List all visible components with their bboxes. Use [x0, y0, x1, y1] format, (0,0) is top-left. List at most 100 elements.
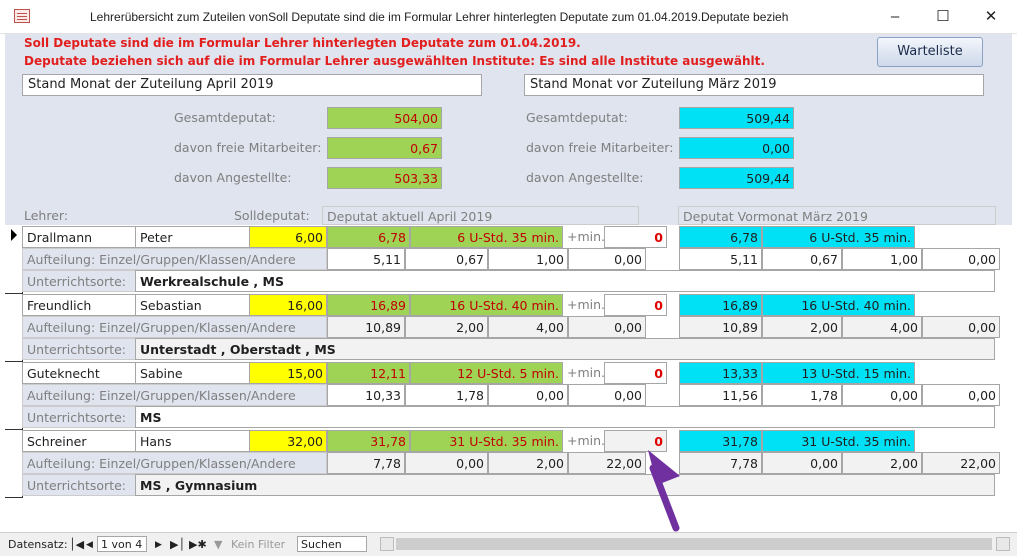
prev-deputat-ist-field[interactable]: 6,78: [679, 226, 762, 248]
prev-aufteilung-value-field[interactable]: 5,11: [679, 248, 762, 270]
deputat-ustd-field[interactable]: 12 U-Std. 5 min.: [410, 362, 563, 384]
deputat-ustd-field[interactable]: 6 U-Std. 35 min.: [410, 226, 563, 248]
freie-mitarbeiter-current-field[interactable]: 0,67: [327, 137, 442, 159]
prev-aufteilung-value-field[interactable]: 2,00: [842, 452, 922, 474]
deputat-ist-field[interactable]: 6,78: [327, 226, 410, 248]
aufteilung-value-field[interactable]: 2,00: [488, 452, 568, 474]
solldeputat-field[interactable]: 32,00: [249, 430, 327, 452]
prev-aufteilung-value-field[interactable]: 22,00: [922, 452, 1000, 474]
gesamtdeputat-previous-field[interactable]: 509,44: [679, 107, 794, 129]
unterrichtsorte-field[interactable]: Werkrealschule , MS: [135, 270, 995, 292]
prev-deputat-ist-field[interactable]: 31,78: [679, 430, 762, 452]
nachname-field[interactable]: Freundlich: [22, 294, 136, 316]
vorname-field[interactable]: Sabine: [135, 362, 250, 384]
deputat-aktuell-column-label: Deputat aktuell April 2019: [322, 206, 639, 225]
horizontal-scrollbar[interactable]: [380, 537, 1010, 551]
prev-deputat-ustd-field[interactable]: 31 U-Std. 35 min.: [762, 430, 915, 452]
stand-previous-field[interactable]: Stand Monat vor Zuteilung März 2019: [524, 74, 984, 96]
prev-aufteilung-value-field[interactable]: 2,00: [762, 316, 842, 338]
solldeputat-field[interactable]: 6,00: [249, 226, 327, 248]
solldeputat-field[interactable]: 16,00: [249, 294, 327, 316]
nachname-field[interactable]: Schreiner: [22, 430, 136, 452]
prev-aufteilung-value-field[interactable]: 10,89: [679, 316, 762, 338]
vorname-field[interactable]: Sebastian: [135, 294, 250, 316]
prev-aufteilung-value-field[interactable]: 11,56: [679, 384, 762, 406]
new-record-icon[interactable]: ▶✱: [189, 538, 207, 551]
aufteilung-value-field[interactable]: 22,00: [568, 452, 646, 474]
aufteilung-value-field[interactable]: 0,00: [568, 316, 646, 338]
unterrichtsorte-field[interactable]: MS: [135, 406, 995, 428]
last-record-icon[interactable]: ▶│: [170, 538, 186, 551]
aufteilung-value-field[interactable]: 5,11: [327, 248, 405, 270]
plus-min-field[interactable]: 0: [604, 294, 667, 316]
prev-aufteilung-value-field[interactable]: 0,00: [762, 452, 842, 474]
prev-deputat-ustd-field[interactable]: 16 U-Std. 40 min.: [762, 294, 915, 316]
record-selector[interactable]: [5, 226, 23, 294]
prev-aufteilung-value-field[interactable]: 1,78: [762, 384, 842, 406]
aufteilung-value-field[interactable]: 0,00: [488, 384, 568, 406]
deputat-ustd-field[interactable]: 16 U-Std. 40 min.: [410, 294, 563, 316]
vorname-field[interactable]: Hans: [135, 430, 250, 452]
solldeputat-field[interactable]: 15,00: [249, 362, 327, 384]
deputat-ist-field[interactable]: 12,11: [327, 362, 410, 384]
maximize-icon[interactable]: ☐: [936, 8, 950, 25]
aufteilung-value-field[interactable]: 2,00: [405, 316, 488, 338]
record-selector[interactable]: [5, 294, 23, 362]
record-selector[interactable]: [5, 362, 23, 430]
record-selector[interactable]: [5, 430, 23, 498]
scroll-thumb[interactable]: [396, 538, 992, 550]
freie-mitarbeiter-previous-field[interactable]: 0,00: [679, 137, 794, 159]
angestellte-current-field[interactable]: 503,33: [327, 167, 442, 189]
aufteilung-value-field[interactable]: 1,00: [488, 248, 568, 270]
filter-icon[interactable]: ▼: [214, 538, 223, 551]
stand-current-field[interactable]: Stand Monat der Zuteilung April 2019: [22, 74, 482, 96]
aufteilung-value-field[interactable]: 10,89: [327, 316, 405, 338]
search-input[interactable]: Suchen: [297, 536, 367, 552]
vorname-field[interactable]: Peter: [135, 226, 250, 248]
aufteilung-value-field[interactable]: 7,78: [327, 452, 405, 474]
deputat-ist-field[interactable]: 16,89: [327, 294, 410, 316]
aufteilung-value-field[interactable]: 0,00: [568, 248, 646, 270]
aufteilung-value-field[interactable]: 10,33: [327, 384, 405, 406]
unterrichtsorte-label: Unterrichtsorte:: [22, 338, 136, 360]
scroll-right-icon[interactable]: [996, 537, 1010, 551]
prev-deputat-ustd-field[interactable]: 13 U-Std. 15 min.: [762, 362, 915, 384]
prev-aufteilung-value-field[interactable]: 0,00: [922, 384, 1000, 406]
close-icon[interactable]: ✕: [984, 8, 998, 25]
prev-aufteilung-value-field[interactable]: 0,00: [842, 384, 922, 406]
prev-aufteilung-value-field[interactable]: 1,00: [842, 248, 922, 270]
previous-record-icon[interactable]: ◀: [86, 540, 93, 550]
plus-min-field[interactable]: 0: [604, 430, 667, 452]
unterrichtsorte-field[interactable]: Unterstadt , Oberstadt , MS: [135, 338, 995, 360]
prev-aufteilung-value-field[interactable]: 0,00: [922, 248, 1000, 270]
prev-deputat-ist-field[interactable]: 13,33: [679, 362, 762, 384]
teacher-record: Guteknecht Sabine 15,00 12,11 12 U-Std. 5 mi…: [0, 362, 1017, 430]
minimize-icon[interactable]: –: [890, 8, 900, 25]
prev-aufteilung-value-field[interactable]: 0,67: [762, 248, 842, 270]
prev-aufteilung-value-field[interactable]: 4,00: [842, 316, 922, 338]
warteliste-button[interactable]: Warteliste: [877, 37, 983, 67]
aufteilung-value-field[interactable]: 0,00: [405, 452, 488, 474]
next-record-icon[interactable]: ▶: [155, 540, 162, 550]
nachname-field[interactable]: Drallmann: [22, 226, 136, 248]
scroll-left-icon[interactable]: [380, 537, 394, 551]
first-record-icon[interactable]: │◀: [69, 538, 85, 551]
plus-min-field[interactable]: 0: [604, 226, 667, 248]
aufteilung-value-field[interactable]: 1,78: [405, 384, 488, 406]
filter-status-label[interactable]: Kein Filter: [231, 538, 286, 551]
prev-aufteilung-value-field[interactable]: 7,78: [679, 452, 762, 474]
record-position-field[interactable]: 1 von 4: [97, 536, 147, 552]
aufteilung-value-field[interactable]: 0,67: [405, 248, 488, 270]
prev-deputat-ist-field[interactable]: 16,89: [679, 294, 762, 316]
unterrichtsorte-field[interactable]: MS , Gymnasium: [135, 474, 995, 496]
gesamtdeputat-current-field[interactable]: 504,00: [327, 107, 442, 129]
deputat-ist-field[interactable]: 31,78: [327, 430, 410, 452]
aufteilung-value-field[interactable]: 4,00: [488, 316, 568, 338]
prev-aufteilung-value-field[interactable]: 0,00: [922, 316, 1000, 338]
angestellte-previous-field[interactable]: 509,44: [679, 167, 794, 189]
plus-min-field[interactable]: 0: [604, 362, 667, 384]
prev-deputat-ustd-field[interactable]: 6 U-Std. 35 min.: [762, 226, 915, 248]
deputat-ustd-field[interactable]: 31 U-Std. 35 min.: [410, 430, 563, 452]
nachname-field[interactable]: Guteknecht: [22, 362, 136, 384]
aufteilung-value-field[interactable]: 0,00: [568, 384, 646, 406]
